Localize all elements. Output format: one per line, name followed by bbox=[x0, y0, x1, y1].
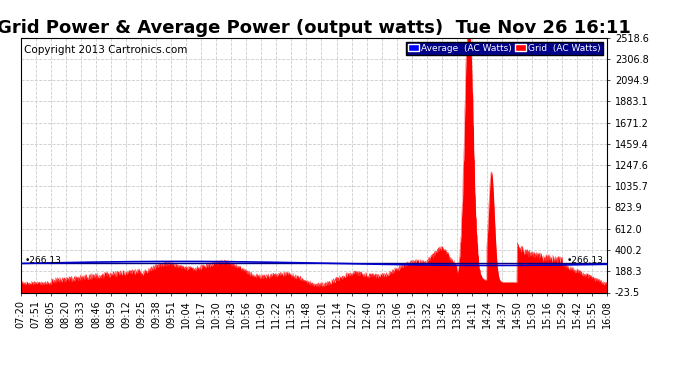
Text: Copyright 2013 Cartronics.com: Copyright 2013 Cartronics.com bbox=[23, 45, 187, 55]
Text: •266.13: •266.13 bbox=[25, 256, 61, 265]
Legend: Average  (AC Watts), Grid  (AC Watts): Average (AC Watts), Grid (AC Watts) bbox=[406, 42, 602, 55]
Text: •266.13: •266.13 bbox=[566, 256, 603, 265]
Title: Grid Power & Average Power (output watts)  Tue Nov 26 16:11: Grid Power & Average Power (output watts… bbox=[0, 20, 631, 38]
